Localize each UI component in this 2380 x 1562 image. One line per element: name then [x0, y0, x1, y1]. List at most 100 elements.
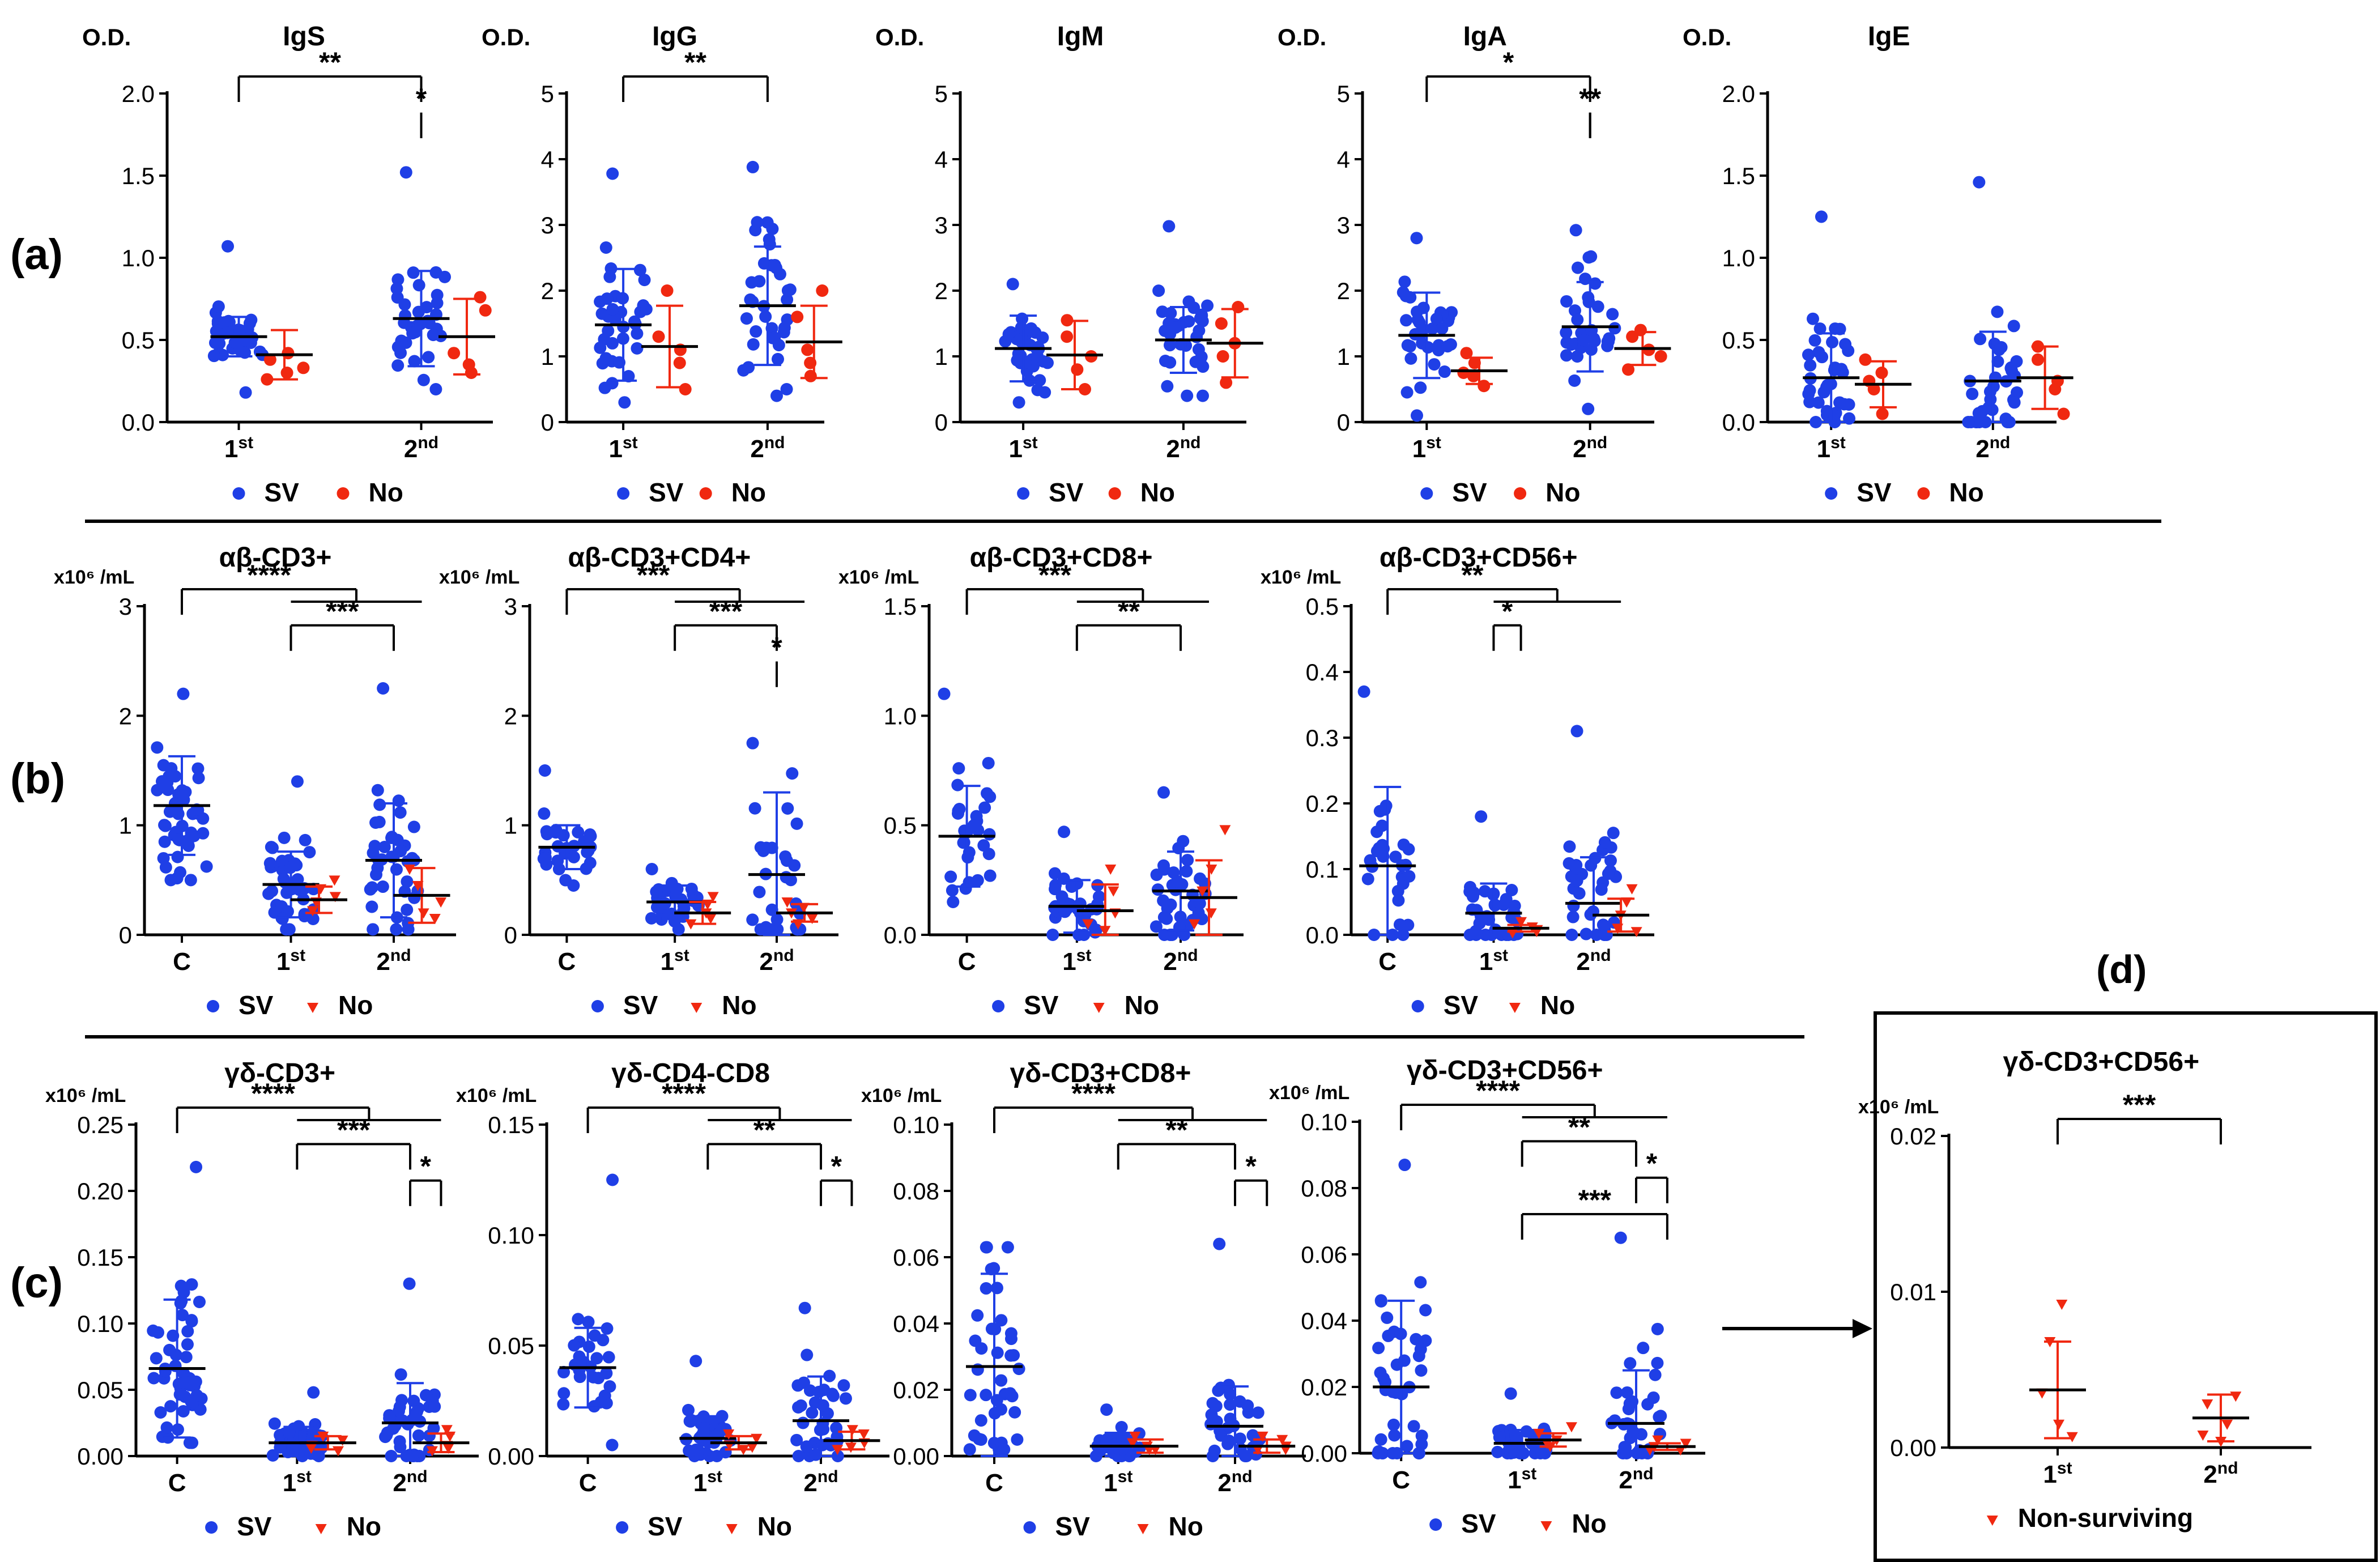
y-tick-label: 0: [504, 922, 517, 948]
data-point: [1212, 1384, 1225, 1397]
y-axis-label: x10⁶ /mL: [861, 1085, 942, 1106]
data-point: [606, 337, 619, 350]
data-point: [827, 1389, 840, 1402]
data-point: [780, 871, 793, 884]
data-point: [1006, 278, 1019, 291]
data-point: [846, 1425, 858, 1436]
data-point: [1213, 1237, 1226, 1250]
data-point: [1181, 389, 1194, 402]
data-point: [280, 367, 293, 379]
data-point: [1071, 363, 1084, 376]
chart-d-CD56: 0.00 0.01 0.02 1st 2nd γδ-CD3+CD56+ x10⁶ /mL **…: [1858, 1047, 2311, 1533]
y-tick-label: 2.0: [1722, 80, 1755, 107]
data-point: [618, 396, 631, 409]
data-point: [1403, 870, 1416, 883]
data-point: [390, 923, 403, 936]
data-point: [1488, 899, 1501, 912]
data-point: [1374, 1295, 1387, 1308]
data-point: [837, 1379, 850, 1392]
y-tick-label: 0.3: [1306, 725, 1339, 751]
data-point: [1428, 358, 1441, 371]
data-point: [441, 1425, 453, 1436]
data-point: [606, 1438, 619, 1452]
data-point: [1563, 840, 1576, 853]
y-tick-label: 0.5: [122, 327, 155, 354]
data-point: [1008, 1406, 1021, 1419]
legend-label: SV: [237, 1512, 272, 1541]
y-tick-label: 3: [119, 593, 132, 620]
legend-label: Non-surviving: [2018, 1503, 2193, 1533]
data-point: [740, 312, 753, 325]
data-point: [368, 840, 381, 853]
data-point: [1150, 869, 1163, 882]
data-point: [751, 1433, 763, 1444]
data-point: [218, 316, 231, 329]
sig-label: **: [1568, 1111, 1590, 1143]
data-point: [159, 819, 172, 832]
data-point: [1388, 1429, 1401, 1442]
data-point: [1108, 886, 1119, 897]
data-point: [1483, 913, 1496, 926]
y-tick-label: 0.0: [122, 409, 155, 436]
data-point: [303, 846, 316, 859]
legend-marker: [992, 1000, 1005, 1012]
data-point: [709, 1429, 722, 1442]
data-point: [765, 903, 778, 916]
data-point: [411, 1405, 424, 1418]
data-point: [186, 1436, 199, 1449]
data-point: [716, 1410, 729, 1423]
legend-label: SV: [649, 478, 684, 507]
data-point: [1808, 334, 1821, 347]
y-tick-label: 0: [541, 409, 554, 436]
x-tick-label: 1st: [283, 1467, 312, 1497]
legend-marker: [1420, 487, 1433, 500]
data-point: [622, 370, 635, 383]
data-point: [1206, 1450, 1219, 1462]
data-point: [980, 1241, 993, 1254]
data-point: [1438, 365, 1451, 378]
data-point: [1412, 1350, 1425, 1363]
data-point: [1233, 1432, 1246, 1445]
data-point: [157, 759, 170, 772]
y-tick-label: 3: [1337, 212, 1350, 239]
data-point: [1833, 322, 1846, 335]
legend-label: SV: [1444, 990, 1479, 1020]
data-point: [801, 343, 814, 356]
data-point: [991, 1346, 1004, 1359]
data-point: [1197, 886, 1208, 897]
data-point: [181, 1338, 194, 1351]
data-point: [606, 303, 619, 316]
data-point: [673, 356, 686, 369]
data-point: [1598, 836, 1611, 849]
data-point: [839, 1392, 852, 1405]
data-point: [291, 873, 304, 886]
data-point: [791, 923, 804, 936]
data-point: [801, 1348, 814, 1361]
data-point: [394, 806, 407, 819]
y-tick-label: 0: [935, 409, 948, 436]
data-point: [679, 383, 692, 395]
data-point: [147, 1324, 160, 1337]
data-point: [427, 1422, 440, 1435]
data-point: [1573, 887, 1586, 900]
data-point: [154, 1406, 167, 1419]
data-point: [540, 828, 554, 841]
data-point: [1378, 803, 1391, 816]
data-point: [1129, 1431, 1141, 1442]
data-point: [1193, 324, 1206, 337]
data-point: [1505, 884, 1518, 897]
y-tick-label: 0.0: [884, 922, 917, 948]
data-point: [998, 1443, 1011, 1456]
data-point: [176, 1309, 189, 1322]
y-tick-label: 5: [1337, 80, 1350, 107]
data-point: [557, 1387, 570, 1400]
y-tick-label: 0.0: [1306, 922, 1339, 948]
y-tick-label: 2: [541, 278, 554, 304]
legend-marker: [1509, 1003, 1521, 1013]
legend-label: No: [722, 990, 756, 1020]
chart-title: IgM: [1057, 22, 1104, 52]
y-tick-label: 3: [504, 593, 517, 620]
data-point: [438, 270, 452, 283]
